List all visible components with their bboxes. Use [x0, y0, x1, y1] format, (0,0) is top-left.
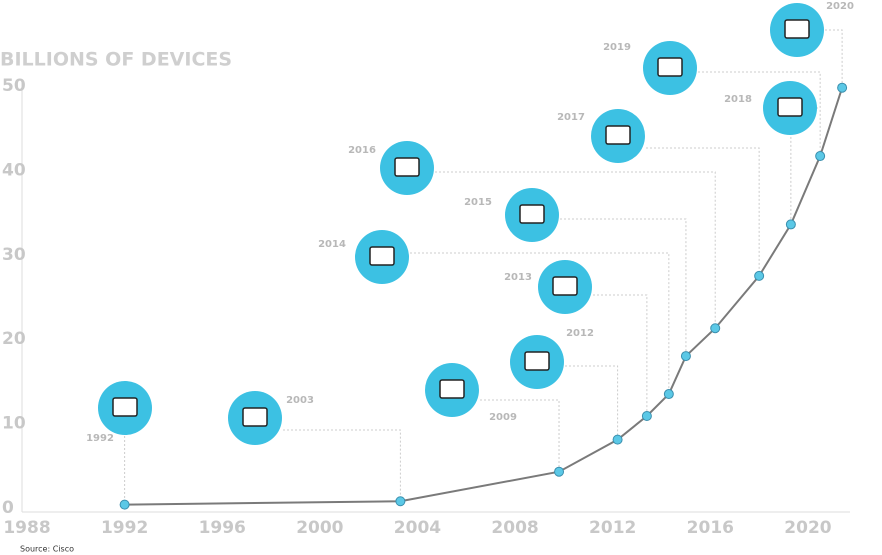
icon-glyph	[524, 351, 550, 371]
icon-glyph	[112, 397, 138, 417]
icon-glyph	[439, 379, 465, 399]
y-tick-label: 50	[2, 76, 26, 96]
x-tick-label: 2008	[491, 518, 538, 538]
icon-glyph	[369, 246, 395, 266]
y-tick-label: 10	[2, 414, 26, 434]
icon-glyph	[605, 125, 631, 145]
x-tick-label: 1996	[199, 518, 246, 538]
icon-glyph	[784, 19, 810, 39]
annotation-label: 2016	[348, 145, 376, 156]
icon-glyph	[242, 407, 268, 427]
x-tick-label: 2000	[296, 518, 343, 538]
data-point	[710, 323, 721, 334]
source: Source: Cisco	[20, 545, 74, 554]
annotation-label: 2019	[603, 42, 631, 53]
connector	[698, 71, 821, 157]
annotation-label: 2020	[826, 1, 854, 12]
y-tick-label: 30	[2, 245, 26, 265]
icon-glyph	[777, 97, 803, 117]
connector	[435, 171, 716, 329]
data-point	[554, 466, 565, 477]
connector	[560, 218, 687, 357]
connector	[646, 147, 760, 276]
annotation-label: 2012	[566, 328, 594, 339]
data-point	[395, 496, 406, 507]
connector	[825, 29, 843, 88]
annotation-label: 2017	[557, 112, 585, 123]
x-tick-label: 2012	[589, 518, 636, 538]
annotation-label: 2014	[318, 239, 346, 250]
data-point	[680, 351, 691, 362]
connector	[565, 365, 619, 440]
data-point	[785, 219, 796, 230]
data-point	[641, 411, 652, 422]
data-point	[754, 270, 765, 281]
x-tick-label: 1992	[101, 518, 148, 538]
x-tick-label: 1988	[3, 518, 50, 538]
connector	[593, 294, 648, 417]
annotation-label: 2009	[489, 412, 517, 423]
x-tick-label: 2020	[784, 518, 831, 538]
icon-glyph	[552, 276, 578, 296]
y-tick-label: 20	[2, 329, 26, 349]
icon-glyph	[394, 157, 420, 177]
icon-glyph	[657, 57, 683, 77]
data-point	[119, 499, 130, 510]
y-tick-label: 0	[2, 498, 14, 518]
connector	[480, 399, 560, 472]
annotation-label: 2003	[286, 395, 314, 406]
connector	[410, 252, 670, 395]
data-line	[124, 87, 844, 506]
connector	[283, 429, 401, 502]
data-point	[815, 151, 826, 162]
x-tick-label: 2016	[687, 518, 734, 538]
x-tick-label: 2004	[394, 518, 441, 538]
annotation-label: 1992	[86, 433, 114, 444]
icon-glyph	[519, 204, 545, 224]
annotation-label: 2018	[724, 94, 752, 105]
data-point	[837, 82, 848, 93]
annotation-label: 2013	[504, 272, 532, 283]
data-point	[663, 389, 674, 400]
chart-title: BILLIONS OF DEVICES	[0, 49, 232, 71]
y-tick-label: 40	[2, 160, 26, 180]
data-point	[612, 434, 623, 445]
annotation-label: 2015	[464, 197, 492, 208]
